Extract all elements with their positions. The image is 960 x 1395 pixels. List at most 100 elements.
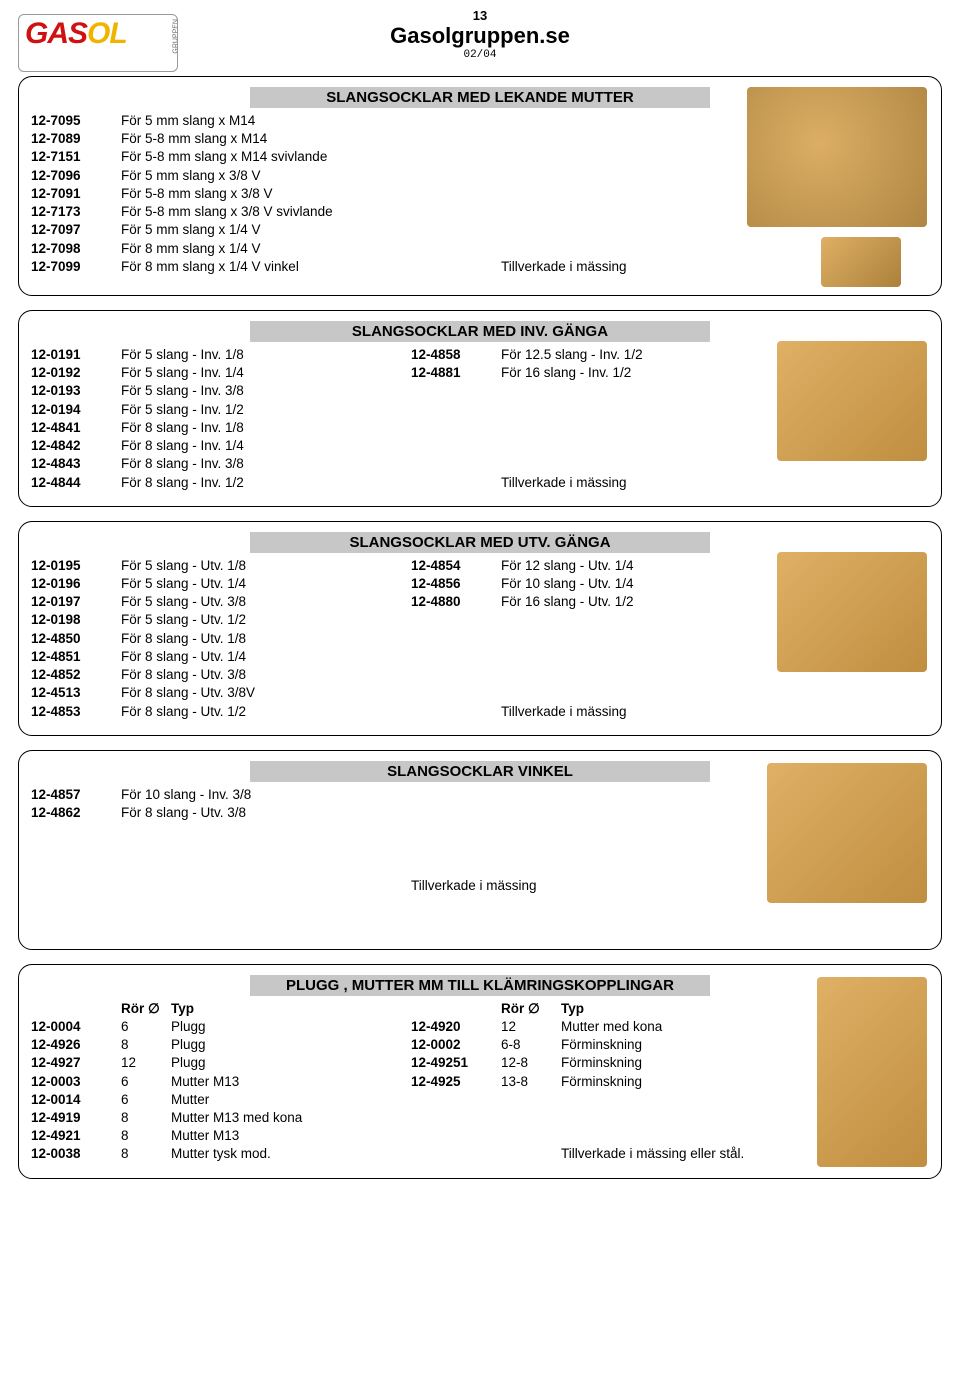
- item-dia: 8: [121, 1109, 171, 1127]
- item-desc: Mutter M13 med kona: [171, 1109, 411, 1127]
- item-dia2: [501, 1109, 561, 1127]
- item-desc: För 5 slang - Utv. 3/8: [121, 593, 411, 611]
- table-row: 12-4513För 8 slang - Utv. 3/8V: [31, 684, 929, 702]
- item-code2: [411, 185, 501, 203]
- item-desc: För 5 slang - Utv. 1/2: [121, 611, 411, 629]
- section-inv-ganga: SLANGSOCKLAR MED INV. GÄNGA 12-0191För 5…: [18, 310, 942, 507]
- item-code: 12-4843: [31, 455, 121, 473]
- item-code2: [411, 240, 501, 258]
- product-image: [747, 87, 927, 227]
- item-code: 12-4513: [31, 684, 121, 702]
- item-desc: För 5-8 mm slang x 3/8 V: [121, 185, 411, 203]
- item-code2: 12-0002: [411, 1036, 501, 1054]
- item-code: 12-4926: [31, 1036, 121, 1054]
- section-utv-ganga: SLANGSOCKLAR MED UTV. GÄNGA 12-0195För 5…: [18, 521, 942, 736]
- item-desc: För 5 mm slang x 1/4 V: [121, 221, 411, 239]
- item-desc: För 5 slang - Utv. 1/4: [121, 575, 411, 593]
- page-number: 13: [178, 8, 782, 23]
- section-title: SLANGSOCKLAR MED LEKANDE MUTTER: [250, 87, 710, 108]
- item-dia2: [501, 1091, 561, 1109]
- item-code: 12-7098: [31, 240, 121, 258]
- table-row: 12-492712Plugg12-4925112-8Förminskning: [31, 1054, 929, 1072]
- item-code: 12-4852: [31, 666, 121, 684]
- item-code: 12-7097: [31, 221, 121, 239]
- item-code: 12-4851: [31, 648, 121, 666]
- item-desc: För 8 mm slang x 1/4 V vinkel: [121, 258, 411, 276]
- table-row: 12-49218Mutter M13: [31, 1127, 929, 1145]
- page: GASOL GRUPPEN 13 Gasolgruppen.se 02/04 S…: [0, 0, 960, 1213]
- item-dia2: [501, 1127, 561, 1145]
- item-desc: För 8 slang - Inv. 3/8: [121, 455, 411, 473]
- section-title: SLANGSOCKLAR VINKEL: [250, 761, 710, 782]
- item-desc: För 5 mm slang x M14: [121, 112, 411, 130]
- item-desc: För 8 slang - Utv. 3/8V: [121, 684, 411, 702]
- item-code: 12-0196: [31, 575, 121, 593]
- col-ror-left: Rör ∅: [121, 1000, 171, 1018]
- section-title: SLANGSOCKLAR MED UTV. GÄNGA: [250, 532, 710, 553]
- item-desc2: Mutter med kona: [561, 1018, 662, 1036]
- item-desc: För 5 slang - Inv. 1/4: [121, 364, 411, 382]
- item-code2: [411, 1145, 501, 1163]
- item-desc: För 8 slang - Inv. 1/4: [121, 437, 411, 455]
- item-code2: [411, 648, 501, 666]
- item-code: 12-7091: [31, 185, 121, 203]
- table-row: 12-49198Mutter M13 med kona: [31, 1109, 929, 1127]
- item-code: 12-4842: [31, 437, 121, 455]
- item-code2: [411, 112, 501, 130]
- item-code2: [411, 630, 501, 648]
- item-code: 12-7099: [31, 258, 121, 276]
- item-desc: För 8 mm slang x 1/4 V: [121, 240, 411, 258]
- item-desc: För 5 slang - Inv. 1/8: [121, 346, 411, 364]
- item-code2: [411, 1109, 501, 1127]
- item-dia2: 13-8: [501, 1073, 561, 1091]
- item-code2: [411, 455, 501, 473]
- product-image: [817, 977, 927, 1167]
- item-code2: [411, 382, 501, 400]
- item-desc: Mutter: [171, 1091, 411, 1109]
- item-desc: För 5 mm slang x 3/8 V: [121, 167, 411, 185]
- item-code2: [411, 611, 501, 629]
- item-code: 12-7151: [31, 148, 121, 166]
- item-desc: För 8 slang - Utv. 1/8: [121, 630, 411, 648]
- table-row: 12-00046Plugg12-492012Mutter med kona: [31, 1018, 929, 1036]
- item-code: 12-4844: [31, 474, 121, 492]
- item-code2: [411, 130, 501, 148]
- col-ror-right: Rör ∅: [501, 1000, 561, 1018]
- item-code2: [411, 437, 501, 455]
- item-code2: 12-4858: [411, 346, 501, 364]
- table-row: 12-4844För 8 slang - Inv. 1/2Tillverkade…: [31, 474, 929, 492]
- item-desc2: Förminskning: [561, 1073, 642, 1091]
- table-row: 12-00388Mutter tysk mod.Tillverkade i mä…: [31, 1145, 929, 1163]
- item-code2: 12-4854: [411, 557, 501, 575]
- item-dia: 6: [121, 1091, 171, 1109]
- table-row: 12-7099För 8 mm slang x 1/4 V vinkelTill…: [31, 258, 929, 276]
- item-code: 12-0197: [31, 593, 121, 611]
- item-code2: [411, 666, 501, 684]
- table-row: 12-00036Mutter M1312-492513-8Förminsknin…: [31, 1073, 929, 1091]
- item-code2: 12-4925: [411, 1073, 501, 1091]
- item-code: 12-7096: [31, 167, 121, 185]
- section-plugg-mutter: PLUGG , MUTTER MM TILL KLÄMRINGSKOPPLING…: [18, 964, 942, 1179]
- item-code2: 12-4880: [411, 593, 501, 611]
- item-desc: Plugg: [171, 1054, 411, 1072]
- item-dia2: [501, 1145, 561, 1163]
- item-dia: 6: [121, 1018, 171, 1036]
- product-image: [767, 763, 927, 903]
- section-vinkel: SLANGSOCKLAR VINKEL 12-4857För 10 slang …: [18, 750, 942, 950]
- item-code2: [411, 221, 501, 239]
- item-dia: 12: [121, 1054, 171, 1072]
- table-row: 12-4853För 8 slang - Utv. 1/2Tillverkade…: [31, 703, 929, 721]
- item-code: 12-0004: [31, 1018, 121, 1036]
- section-title: SLANGSOCKLAR MED INV. GÄNGA: [250, 321, 710, 342]
- item-desc: För 5 slang - Utv. 1/8: [121, 557, 411, 575]
- item-dia2: 6-8: [501, 1036, 561, 1054]
- item-code: 12-4927: [31, 1054, 121, 1072]
- item-code: 12-0003: [31, 1073, 121, 1091]
- item-dia: 8: [121, 1036, 171, 1054]
- item-desc: För 8 slang - Utv. 1/2: [121, 703, 411, 721]
- item-code: 12-4919: [31, 1109, 121, 1127]
- item-desc: För 5 slang - Inv. 3/8: [121, 382, 411, 400]
- section-lekande-mutter: SLANGSOCKLAR MED LEKANDE MUTTER 12-7095F…: [18, 76, 942, 296]
- section5-rows: 12-00046Plugg12-492012Mutter med kona12-…: [31, 1018, 929, 1164]
- item-desc: För 5 slang - Inv. 1/2: [121, 401, 411, 419]
